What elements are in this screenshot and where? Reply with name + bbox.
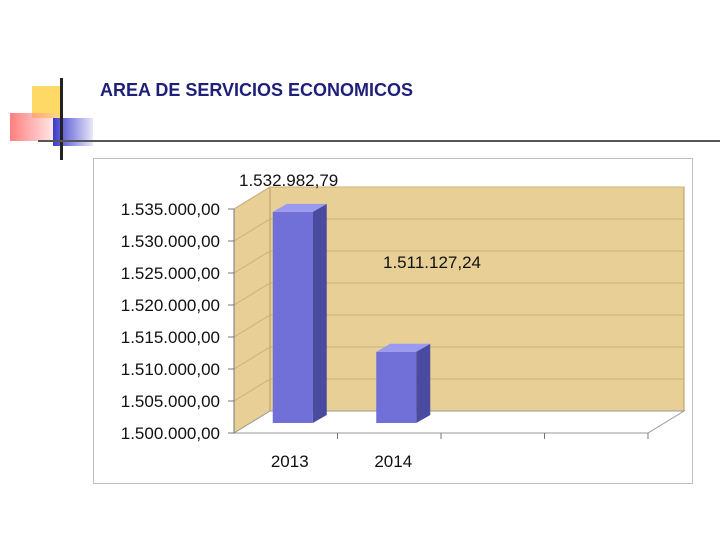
y-tick-label: 1.500.000,00 (121, 424, 220, 443)
chart-side-wall (233, 186, 271, 434)
x-tick-label: 2013 (271, 452, 309, 471)
bar-2013 (272, 211, 313, 423)
y-tick-label: 1.505.000,00 (121, 392, 220, 411)
chart-back-wall (269, 186, 685, 412)
gridline (233, 346, 684, 370)
slide-title: AREA DE SERVICIOS ECONOMICOS (100, 80, 414, 100)
bar-side-2014 (416, 343, 431, 423)
gridline (233, 250, 684, 274)
gridline (233, 378, 684, 402)
gridline (233, 186, 684, 210)
gridline (233, 314, 684, 338)
bar-side-2013 (312, 203, 327, 423)
bar-chart: 1.500.000,00 1.505.000,00 1.510.000,00 1.51… (121, 171, 686, 471)
y-tick-label: 1.535.000,00 (121, 200, 220, 219)
decor-vertical-line (60, 78, 63, 160)
gridline (233, 218, 684, 242)
decor-yellow-square (32, 86, 62, 118)
y-tick-label: 1.510.000,00 (121, 360, 220, 379)
chart-floor (232, 410, 686, 434)
x-tick-label: 2014 (374, 452, 412, 471)
data-label: 1.532.982,79 (239, 171, 338, 190)
y-tick-label: 1.530.000,00 (121, 232, 220, 251)
bar-top-2013 (272, 203, 327, 212)
bar-top-2014 (376, 343, 431, 352)
data-label: 1.511.127,24 (383, 253, 481, 272)
y-tick-label: 1.525.000,00 (121, 264, 220, 283)
decor-horizontal-line (38, 140, 720, 142)
decor-red-square (10, 113, 58, 141)
y-tick-label: 1.520.000,00 (121, 296, 220, 315)
gridline (233, 282, 684, 306)
y-tick-label: 1.515.000,00 (121, 328, 220, 347)
bar-2014 (376, 351, 417, 423)
chart-area: 1.500.000,00 1.505.000,00 1.510.000,00 1.51… (93, 158, 693, 484)
